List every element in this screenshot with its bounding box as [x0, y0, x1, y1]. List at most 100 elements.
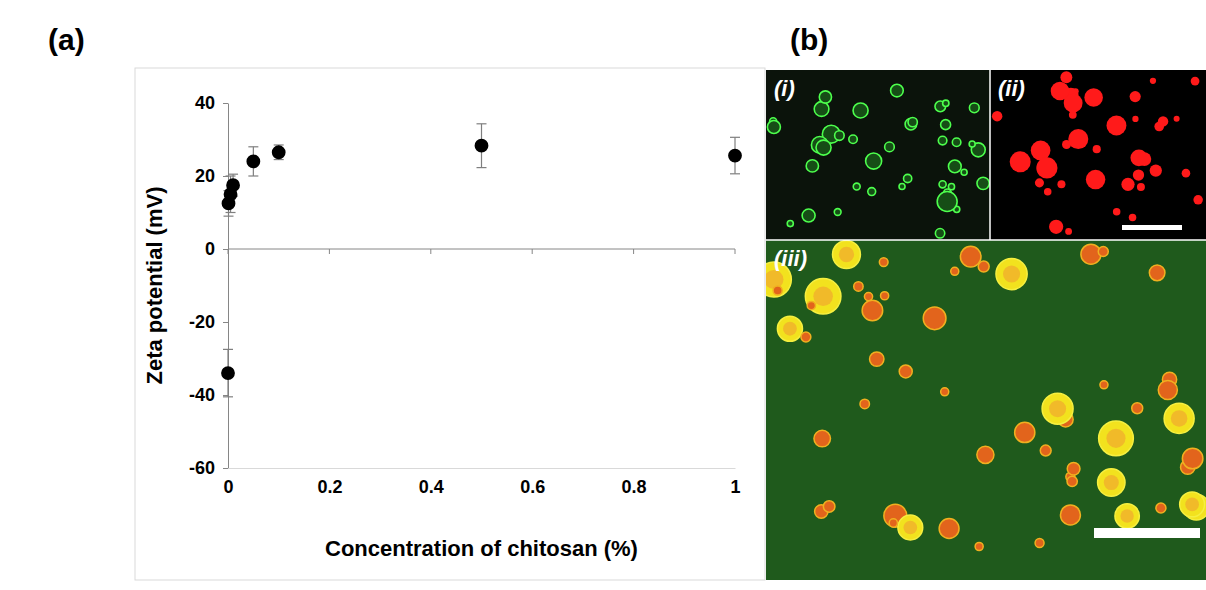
particle	[1121, 178, 1134, 191]
particle	[1065, 228, 1072, 235]
particle	[1068, 129, 1088, 149]
micrograph: (iii)	[766, 240, 1206, 580]
tick-mark	[532, 249, 533, 254]
error-cap	[223, 349, 233, 350]
particle	[992, 111, 1002, 121]
particle	[767, 120, 780, 133]
particle	[1129, 214, 1137, 222]
particle-core	[1104, 475, 1119, 490]
particle	[1115, 504, 1139, 528]
particle	[1093, 145, 1101, 153]
particle	[996, 258, 1027, 289]
tick: -40	[189, 385, 228, 405]
scale-bar	[1094, 528, 1200, 538]
particle	[937, 192, 957, 212]
particle	[885, 142, 895, 152]
tick: 0.4	[419, 468, 444, 497]
micrograph: (ii)	[990, 70, 1206, 240]
particle-core	[1106, 429, 1125, 448]
particle-core	[1171, 410, 1188, 427]
particle	[1132, 116, 1138, 122]
particle	[977, 177, 989, 189]
tick-label: 0.2	[317, 477, 342, 497]
particle-core	[783, 322, 797, 336]
particle	[1191, 77, 1200, 86]
particle	[854, 282, 863, 291]
tick: -60	[189, 458, 228, 478]
tick-mark	[223, 395, 228, 396]
particle	[1057, 180, 1065, 188]
particle	[1100, 381, 1108, 389]
tick: -20	[189, 312, 228, 332]
particle	[835, 131, 845, 141]
particle	[1180, 492, 1205, 517]
point	[246, 154, 260, 168]
particle	[833, 241, 861, 269]
zero-line-group	[228, 249, 735, 254]
particle	[1060, 505, 1080, 525]
point	[221, 366, 235, 380]
image-label: (i)	[774, 76, 795, 101]
tick-mark	[329, 249, 330, 254]
marks	[221, 124, 742, 397]
particle	[1067, 462, 1080, 475]
particle	[1150, 78, 1156, 84]
x-axis-title: Concentration of chitosan (%)	[325, 536, 638, 561]
micrograph-background	[766, 240, 1206, 580]
image-separator	[989, 70, 991, 240]
particle	[801, 332, 811, 342]
particle	[977, 446, 994, 463]
particle	[816, 140, 831, 155]
particle	[814, 102, 829, 117]
particle	[1174, 116, 1180, 122]
particle	[802, 209, 815, 222]
error-cap	[223, 396, 233, 397]
image-label: (iii)	[774, 246, 807, 271]
error-cap	[226, 175, 236, 176]
point	[226, 178, 240, 192]
tick-mark	[735, 249, 736, 254]
particle	[881, 292, 889, 300]
particle	[807, 301, 815, 309]
particle	[866, 153, 882, 169]
axis-line	[228, 104, 229, 469]
particle	[1130, 91, 1141, 102]
particle	[899, 184, 905, 190]
particle	[1084, 88, 1103, 107]
particle	[908, 117, 917, 126]
tick-label: 1	[730, 477, 740, 497]
micrograph-background	[990, 70, 1206, 240]
particle	[899, 365, 912, 378]
particle	[951, 267, 959, 275]
tick-mark	[430, 249, 431, 254]
tick-label: 40	[195, 93, 215, 113]
tick: 0.2	[317, 468, 342, 497]
particle	[1106, 115, 1126, 135]
particle	[961, 169, 967, 175]
particle	[938, 136, 947, 145]
y-axis-title: Zeta potential (mV)	[142, 186, 167, 384]
particle	[853, 103, 868, 118]
tick-label: 0	[223, 477, 233, 497]
micrograph-background	[766, 70, 990, 240]
tick-label: -60	[189, 458, 215, 478]
error-cap	[224, 216, 234, 217]
particle	[1042, 393, 1073, 424]
point	[272, 145, 286, 159]
particle	[905, 118, 917, 130]
error-cap	[477, 167, 487, 168]
particle	[862, 300, 883, 321]
particle	[1098, 246, 1108, 256]
particle	[814, 430, 831, 447]
point	[475, 139, 489, 153]
tick-label: 0	[205, 239, 215, 259]
particle	[805, 278, 841, 314]
particle-core	[1120, 509, 1133, 522]
particle	[889, 519, 897, 527]
tick-label: 20	[195, 166, 215, 186]
tick-label: 0.8	[622, 477, 647, 497]
image-label: (ii)	[998, 76, 1025, 101]
particle	[868, 188, 876, 196]
micrograph: (i)	[766, 70, 990, 240]
tick: 0.8	[622, 468, 647, 497]
